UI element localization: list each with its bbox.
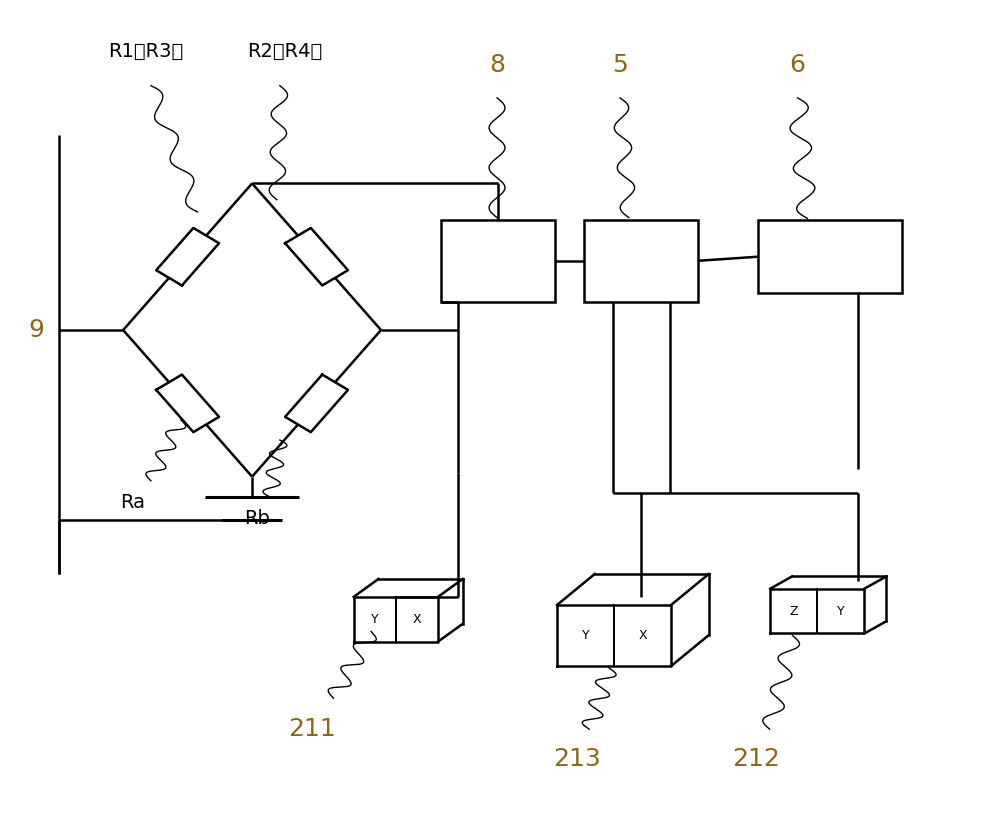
Text: Y: Y [371,613,379,625]
Text: Y: Y [837,605,845,617]
Text: 211: 211 [288,717,335,741]
Bar [584,220,698,301]
Text: X: X [413,613,421,625]
Bar [441,220,555,301]
Text: 6: 6 [790,53,806,77]
Text: 213: 213 [553,747,601,771]
Text: Z: Z [790,605,798,617]
Bar [758,220,902,293]
Text: 8: 8 [489,53,505,77]
Text: 9: 9 [28,318,44,342]
Text: 212: 212 [732,747,780,771]
Text: X: X [638,629,647,642]
Text: Ra: Ra [121,493,146,512]
Text: R2（R4）: R2（R4） [247,42,322,61]
Text: 5: 5 [612,53,628,77]
Text: Rb: Rb [244,509,270,528]
Text: Y: Y [582,629,589,642]
Text: R1（R3）: R1（R3） [108,42,184,61]
